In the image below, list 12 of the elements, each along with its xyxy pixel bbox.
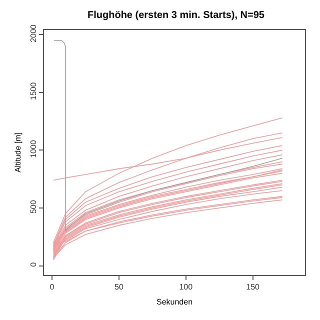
y-tick-label: 500 xyxy=(28,200,38,214)
y-tick-label: 2000 xyxy=(28,24,38,42)
y-axis-title: Altitude [m] xyxy=(14,132,22,173)
y-tick-label: 0 xyxy=(28,262,38,267)
x-tick-label: 50 xyxy=(114,282,124,292)
y-tick-label: 1500 xyxy=(28,82,38,100)
x-tick-label: 0 xyxy=(50,282,55,292)
x-tick-label: 100 xyxy=(179,282,194,292)
x-tick-label: 150 xyxy=(246,282,260,292)
x-axis-title: Sekunden xyxy=(156,298,193,307)
y-tick-label: 1000 xyxy=(28,140,38,158)
chart-title: Flughöhe (ersten 3 min. Starts), N=95 xyxy=(88,10,265,22)
